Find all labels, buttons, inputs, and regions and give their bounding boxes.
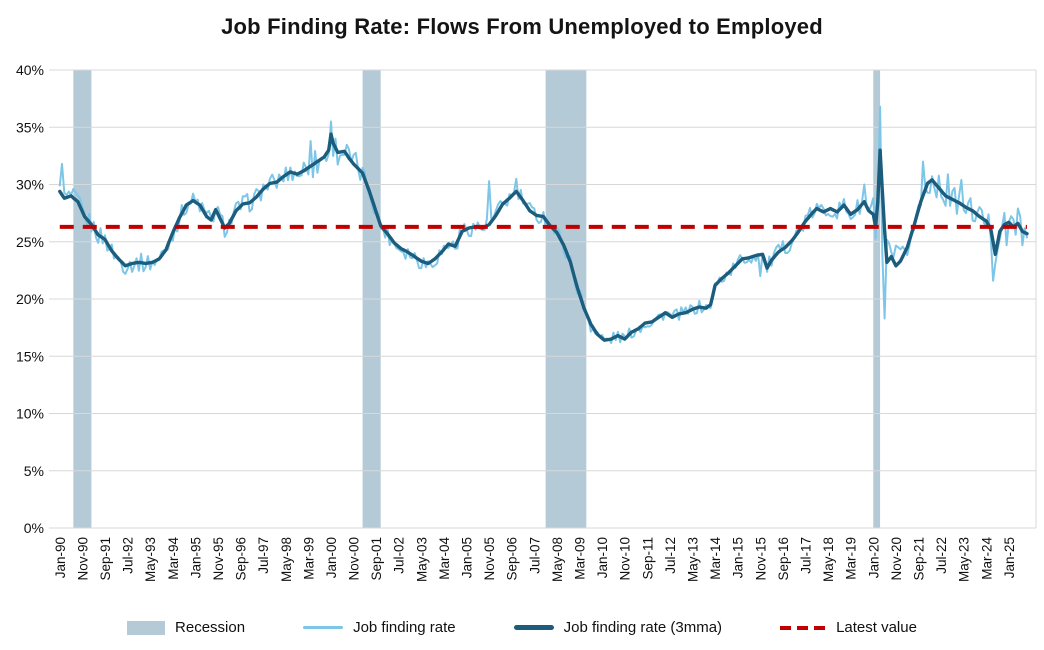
legend: Recession Job finding rate Job finding r… [0, 619, 1044, 636]
x-tick-label: Mar-04 [437, 537, 452, 580]
legend-item-job-finding-rate-3mma: Job finding rate (3mma) [513, 619, 723, 636]
job-finding-rate-3mma-line [58, 132, 1029, 342]
x-tick-label: May-93 [143, 537, 158, 582]
x-tick-label: Jan-20 [866, 537, 881, 578]
latest-value-swatch [780, 625, 827, 630]
y-tick-label: 35% [16, 119, 44, 135]
y-tick-label: 25% [16, 234, 44, 250]
y-tick-label: 10% [16, 406, 44, 422]
x-tick-label: Nov-95 [211, 537, 226, 581]
x-tick-label: Jan-00 [324, 537, 339, 578]
x-tick-label: Nov-15 [753, 537, 768, 581]
smooth-line-swatch [513, 625, 554, 630]
x-tick-label: Sep-11 [640, 537, 655, 580]
x-tick-label: Mar-09 [573, 537, 588, 580]
x-tick-label: Nov-05 [482, 537, 497, 581]
x-tick-label: Jul-22 [934, 537, 949, 574]
x-tick-label: Jan-90 [53, 537, 68, 578]
x-tick-label: Jan-05 [460, 537, 475, 578]
legend-item-job-finding-rate: Job finding rate [303, 619, 456, 636]
y-tick-label: 40% [16, 62, 44, 78]
chart-title: Job Finding Rate: Flows From Unemployed … [221, 14, 823, 39]
raw-line-swatch [303, 626, 344, 629]
x-tick-label: Jul-92 [121, 537, 136, 574]
x-tick-label: Jan-15 [731, 537, 746, 578]
legend-label: Recession [175, 619, 246, 636]
x-tick-label: Mar-99 [301, 537, 316, 580]
x-tick-label: Jan-25 [1002, 537, 1017, 578]
x-tick-label: Sep-96 [234, 537, 249, 581]
y-tick-label: 5% [24, 463, 44, 479]
x-tick-label: Nov-10 [618, 537, 633, 581]
legend-label: Job finding rate [353, 619, 456, 636]
y-tick-label: 0% [24, 520, 44, 536]
x-tick-label: Sep-91 [98, 537, 113, 581]
x-tick-label: May-03 [414, 537, 429, 582]
x-tick-label: Mar-14 [708, 537, 723, 580]
x-tick-label: Mar-19 [844, 537, 859, 580]
y-tick-label: 20% [16, 291, 44, 307]
x-tick-label: Jan-10 [595, 537, 610, 578]
x-tick-label: Nov-20 [889, 537, 904, 581]
legend-item-recession: Recession [127, 619, 245, 636]
x-tick-label: Sep-16 [776, 537, 791, 581]
x-tick-label: Mar-24 [979, 537, 994, 580]
y-tick-label: 30% [16, 177, 44, 193]
y-tick-label: 15% [16, 348, 44, 364]
x-tick-label: May-98 [279, 537, 294, 582]
legend-label: Job finding rate (3mma) [563, 619, 723, 636]
recession-swatch [127, 620, 166, 635]
x-tick-label: May-08 [550, 537, 565, 582]
legend-item-latest-value: Latest value [780, 619, 917, 636]
x-tick-label: Jul-07 [527, 537, 542, 574]
x-tick-label: Jul-97 [256, 537, 271, 574]
x-tick-label: May-18 [821, 537, 836, 582]
x-tick-label: Sep-06 [505, 537, 520, 581]
x-tick-label: Jul-17 [799, 537, 814, 574]
x-tick-label: Jul-02 [392, 537, 407, 574]
legend-label: Latest value [836, 619, 917, 636]
x-tick-label: May-13 [686, 537, 701, 582]
x-tick-label: Sep-21 [911, 537, 926, 581]
x-tick-label: May-23 [957, 537, 972, 582]
x-tick-label: Nov-00 [347, 537, 362, 581]
x-tick-label: Jan-95 [188, 537, 203, 578]
x-tick-label: Sep-01 [369, 537, 384, 581]
x-tick-label: Nov-90 [75, 537, 90, 581]
x-tick-label: Jul-12 [663, 537, 678, 574]
x-tick-label: Mar-94 [166, 537, 181, 580]
job-finding-rate-line [58, 105, 1028, 344]
